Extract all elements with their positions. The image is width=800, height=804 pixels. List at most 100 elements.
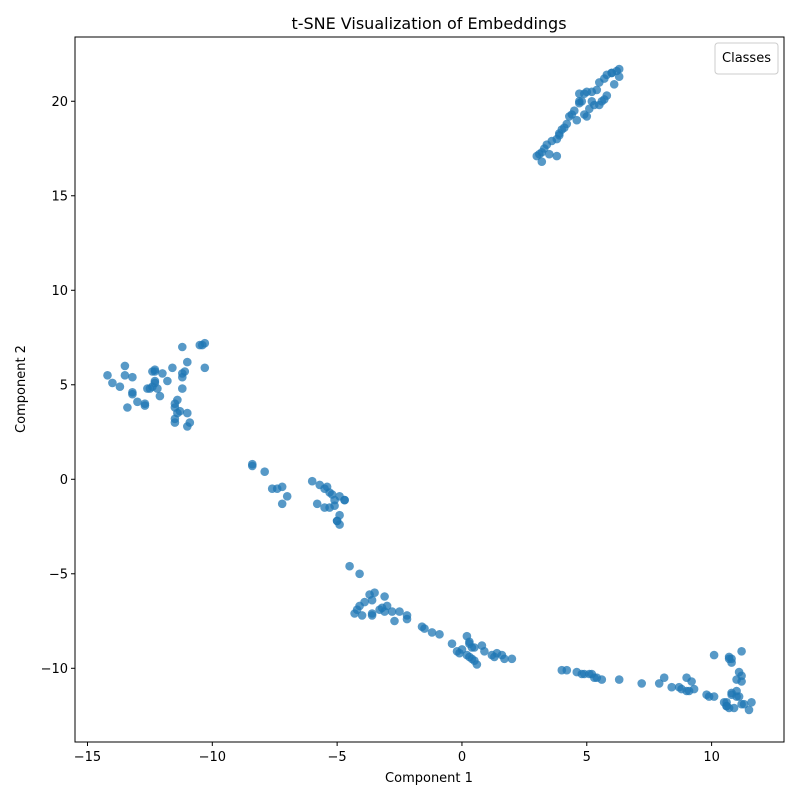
data-point <box>260 467 270 477</box>
data-point <box>390 616 399 626</box>
data-point <box>614 675 624 684</box>
data-point <box>737 671 746 681</box>
points-layer <box>103 64 756 715</box>
data-point <box>737 647 746 656</box>
x-tick-label: 10 <box>703 750 720 765</box>
data-point <box>582 112 592 121</box>
x-axis-label: Component 1 <box>385 771 473 786</box>
y-axis-ticks: −10 −5 0 5 10 15 20 <box>41 95 75 677</box>
data-point <box>367 611 377 620</box>
data-point <box>163 376 172 386</box>
data-point <box>575 97 584 106</box>
data-point <box>607 68 616 78</box>
data-point <box>178 384 187 393</box>
data-point <box>562 665 572 675</box>
data-point <box>729 703 739 713</box>
data-point <box>687 677 696 686</box>
data-point <box>120 371 130 380</box>
data-point <box>427 628 437 637</box>
data-point <box>128 388 137 397</box>
data-point <box>128 372 137 382</box>
data-point <box>387 607 397 616</box>
data-point <box>277 499 287 509</box>
data-point <box>732 686 741 696</box>
data-point <box>614 72 624 81</box>
x-tick-label: 0 <box>458 750 466 765</box>
data-point <box>447 639 457 648</box>
legend-box <box>714 42 779 75</box>
data-point <box>602 91 612 100</box>
data-point <box>350 609 359 618</box>
data-point <box>470 643 479 652</box>
plot-frame <box>74 36 785 743</box>
data-point <box>367 595 377 605</box>
data-point <box>183 357 192 367</box>
x-tick-label: −5 <box>328 750 347 765</box>
x-tick-label: −10 <box>199 750 226 765</box>
data-point <box>587 97 597 106</box>
data-point <box>115 382 125 392</box>
y-tick-label: 0 <box>60 473 68 488</box>
x-tick-label: −15 <box>74 750 101 765</box>
data-point <box>330 501 339 511</box>
x-axis-ticks: −15 −10 −5 0 5 10 <box>74 742 720 765</box>
data-point <box>143 384 152 393</box>
data-point <box>108 378 117 388</box>
data-point <box>395 607 404 616</box>
data-point <box>575 89 584 98</box>
data-point <box>155 391 165 401</box>
data-point <box>173 395 182 405</box>
data-point <box>180 367 190 376</box>
data-point <box>457 645 467 654</box>
data-point <box>667 682 676 692</box>
data-point <box>659 673 669 682</box>
data-point <box>345 561 354 571</box>
data-point <box>420 624 429 633</box>
data-point <box>133 397 142 407</box>
data-point <box>103 371 112 380</box>
y-tick-label: −10 <box>41 662 68 677</box>
data-point <box>709 650 719 660</box>
data-point <box>552 151 562 161</box>
y-tick-label: 15 <box>51 189 68 204</box>
data-point <box>609 80 619 89</box>
data-point <box>200 363 210 373</box>
data-point <box>168 363 177 373</box>
data-point <box>555 131 564 140</box>
data-point <box>123 403 132 412</box>
data-point <box>198 340 207 350</box>
data-point <box>178 342 187 352</box>
data-point <box>532 151 542 161</box>
data-point <box>689 684 699 694</box>
data-point <box>340 495 349 505</box>
data-point <box>355 569 364 579</box>
data-point <box>654 679 664 688</box>
data-point <box>507 654 517 664</box>
data-point <box>150 365 160 375</box>
data-point <box>500 654 509 664</box>
data-point <box>545 149 554 159</box>
data-point <box>490 652 499 662</box>
data-point <box>307 476 317 486</box>
y-tick-label: −5 <box>49 567 68 582</box>
data-point <box>537 157 547 166</box>
data-point <box>312 499 322 509</box>
y-tick-label: 20 <box>51 95 68 110</box>
data-point <box>682 686 691 696</box>
data-point <box>747 698 756 707</box>
data-point <box>565 112 574 121</box>
data-point <box>120 361 130 371</box>
y-axis-label: Component 2 <box>14 345 29 433</box>
data-point <box>380 607 389 616</box>
data-point <box>370 588 379 597</box>
data-point <box>572 115 582 125</box>
data-point <box>150 378 160 388</box>
data-point <box>183 422 192 431</box>
data-point <box>597 675 607 684</box>
y-tick-label: 5 <box>60 378 68 393</box>
data-point <box>724 652 734 662</box>
data-point <box>709 692 719 701</box>
data-point <box>480 647 489 656</box>
